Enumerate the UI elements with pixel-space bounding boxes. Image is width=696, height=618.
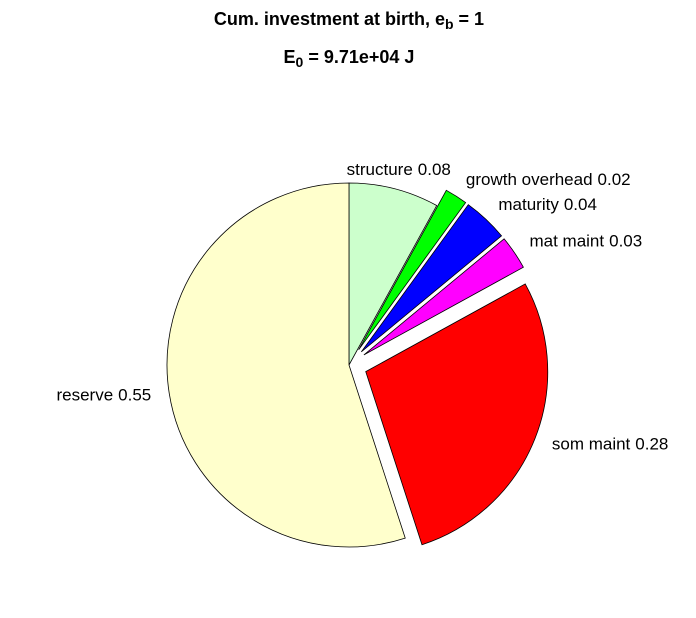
slice-name: structure	[347, 161, 413, 180]
slice-label: maturity 0.04	[498, 195, 597, 214]
slice-label: structure 0.08	[347, 161, 451, 180]
title-subscript: b	[445, 16, 454, 32]
title-subscript: 0	[296, 54, 304, 70]
pie-slice	[360, 204, 503, 353]
slice-value: 0.08	[418, 161, 451, 180]
slice-label: growth overhead 0.02	[466, 170, 631, 189]
slice-value: 0.28	[635, 435, 668, 454]
pie-slice	[358, 189, 467, 351]
slice-value: 0.02	[598, 170, 631, 189]
slice-value: 0.04	[564, 195, 597, 214]
slice-label: mat maint 0.03	[529, 232, 642, 251]
slice-name: som maint	[552, 435, 631, 454]
slice-name: maturity	[498, 195, 559, 214]
title-text: = 1	[454, 9, 485, 29]
slice-name: growth overhead	[466, 170, 593, 189]
chart-title: E0 = 9.71e+04 J	[284, 47, 415, 70]
slice-name: reserve	[56, 386, 113, 405]
slice-name: mat maint	[529, 232, 604, 251]
title-text: E	[284, 47, 296, 67]
pie-slice	[365, 283, 549, 546]
slice-label: reserve 0.55	[56, 386, 151, 405]
pie-slice	[363, 238, 524, 356]
pie-slice	[166, 182, 406, 548]
slice-value: 0.03	[609, 232, 642, 251]
slice-value: 0.55	[118, 386, 151, 405]
title-text: = 9.71e+04 J	[303, 47, 414, 67]
pie-slice	[348, 182, 438, 366]
chart-title: Cum. investment at birth, eb = 1	[214, 9, 484, 32]
title-text: Cum. investment at birth, e	[214, 9, 445, 29]
slice-label: som maint 0.28	[552, 435, 669, 454]
